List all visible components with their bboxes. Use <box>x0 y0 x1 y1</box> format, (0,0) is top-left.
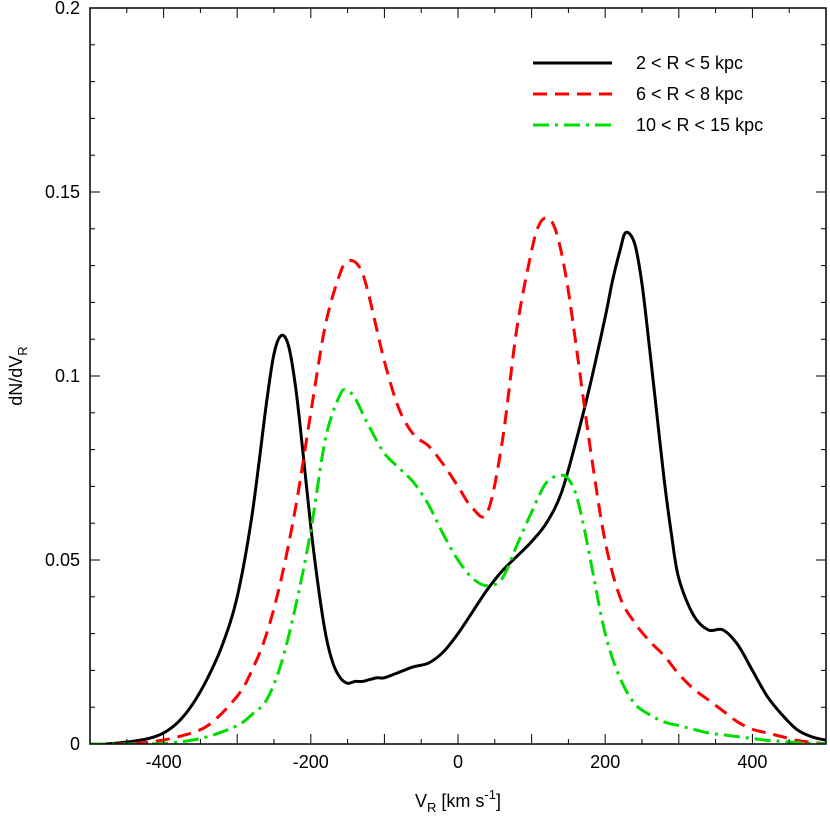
x-tick-label: 200 <box>590 752 620 772</box>
y-tick-label: 0.05 <box>45 550 80 570</box>
y-tick-label: 0 <box>70 734 80 754</box>
legend-label: 2 < R < 5 kpc <box>636 53 743 73</box>
plot-lines <box>90 216 826 744</box>
series-line-6-r-8-kpc <box>90 216 826 744</box>
y-tick-label: 0.2 <box>55 0 80 18</box>
legend-label: 10 < R < 15 kpc <box>636 115 763 135</box>
y-tick-label: 0.15 <box>45 182 80 202</box>
series-line-2-r-5-kpc <box>90 230 826 744</box>
series-line-10-r-15-kpc <box>90 387 826 744</box>
legend-label: 6 < R < 8 kpc <box>636 84 743 104</box>
legend: 2 < R < 5 kpc 6 < R < 8 kpc 10 < R < 15 kp… <box>533 53 763 135</box>
tick-labels: -400 -200 0 200 400 0 0.05 0.1 0.15 0.2 <box>45 0 767 772</box>
y-tick-label: 0.1 <box>55 366 80 386</box>
x-tick-label: -200 <box>293 752 329 772</box>
y-axis-title: dN/dVR <box>6 346 30 405</box>
x-tick-label: 0 <box>453 752 463 772</box>
ticks <box>89 7 827 745</box>
x-tick-label: -400 <box>146 752 182 772</box>
x-tick-label: 400 <box>737 752 767 772</box>
x-axis-title: VR [km s-1] <box>415 787 501 815</box>
